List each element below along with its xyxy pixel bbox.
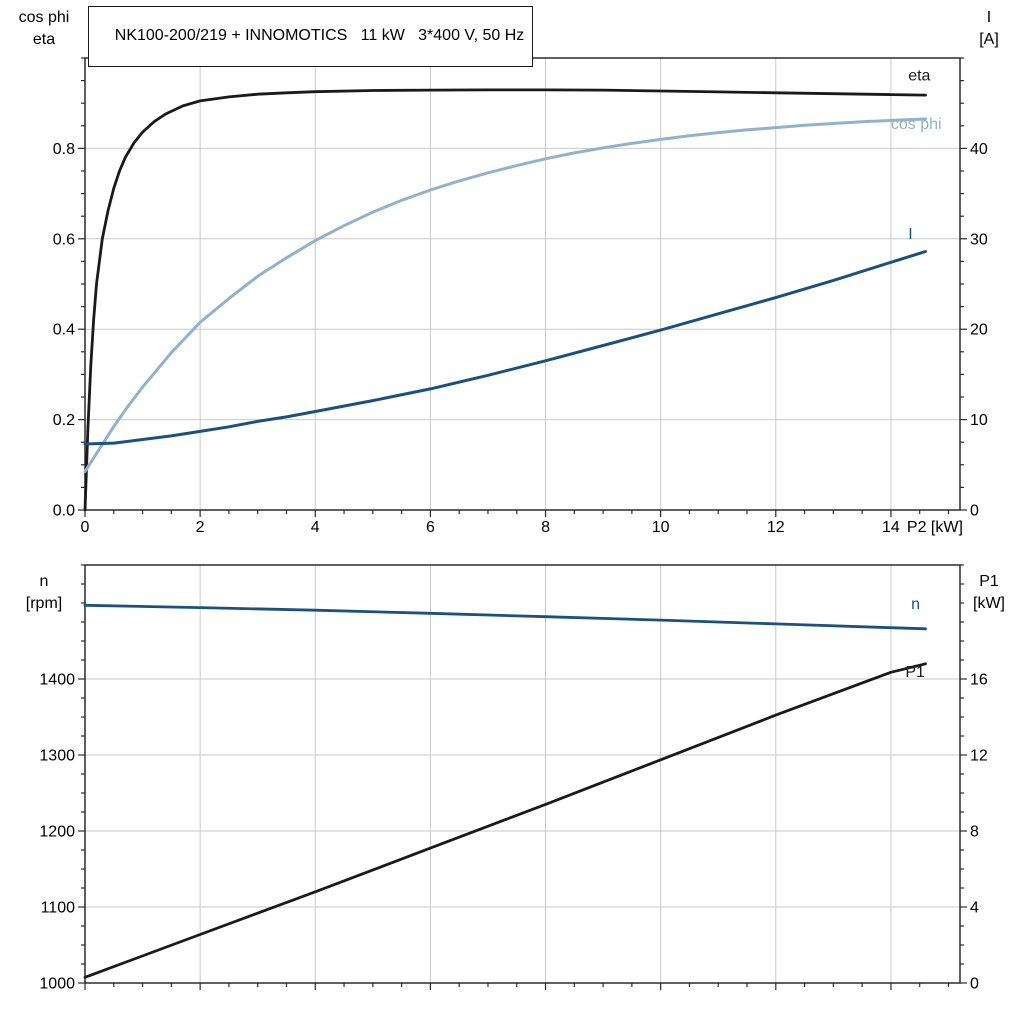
x-tick-label: 6 <box>426 519 435 536</box>
right-tick-label: 20 <box>970 322 988 339</box>
curve-n <box>83 603 927 631</box>
right-tick-label: 30 <box>970 231 988 248</box>
left-tick-label: 0.4 <box>53 322 75 339</box>
right-axis-title: I <box>987 9 991 26</box>
x-tick-label: 14 <box>882 519 900 536</box>
left-tick-label: 1400 <box>39 672 75 689</box>
left-axis-title: [rpm] <box>26 595 62 612</box>
right-tick-label: 8 <box>970 824 979 841</box>
chart-title-box: NK100-200/219 + INNOMOTICS 11 kW 3*400 V… <box>88 6 534 67</box>
right-tick-label: 40 <box>970 141 988 158</box>
chart-title: NK100-200/219 + INNOMOTICS 11 kW 3*400 V… <box>114 27 525 44</box>
right-tick-label: 4 <box>970 900 979 917</box>
left-tick-label: 1000 <box>39 976 75 993</box>
x-tick-label: 8 <box>541 519 550 536</box>
right-tick-label: 0 <box>970 976 979 993</box>
curve-label-cos-phi: cos phi <box>891 116 942 133</box>
right-axis-title: P1 <box>979 573 999 590</box>
x-tick-label: 0 <box>81 519 90 536</box>
right-tick-label: 16 <box>970 672 988 689</box>
curve-label-n: n <box>911 596 920 613</box>
curve-eta <box>83 88 927 512</box>
left-tick-label: 0.2 <box>53 412 75 429</box>
left-axis-title: cos phi <box>19 9 70 26</box>
x-tick-label: 12 <box>767 519 785 536</box>
x-tick-label: 4 <box>311 519 320 536</box>
curve-cos-phi <box>83 117 927 474</box>
right-tick-label: 0 <box>970 503 979 520</box>
right-tick-label: 12 <box>970 748 988 765</box>
plot-frame <box>84 564 961 984</box>
left-tick-label: 1300 <box>39 748 75 765</box>
bottom-chart: 1000 1100 1200 1300 1400 0 4 8 12 16 n [rpm] P1 [kW] n… <box>26 564 1005 993</box>
right-tick-label: 10 <box>970 412 988 429</box>
left-axis-title: eta <box>33 31 55 48</box>
curve-label-i: I <box>908 226 912 243</box>
top-chart: 0 2 4 6 8 10 12 14 0.0 0.2 0.4 0.6 0.8 0 10 20 30 40 P2 [k… <box>19 9 999 536</box>
x-tick-label: 2 <box>196 519 205 536</box>
left-tick-label: 0.0 <box>53 503 75 520</box>
curve-label-eta: eta <box>908 68 930 85</box>
left-tick-label: 0.8 <box>53 141 75 158</box>
right-axis-title: [kW] <box>973 595 1005 612</box>
curve-label-p1: P1 <box>905 664 925 681</box>
right-axis-title: [A] <box>979 31 999 48</box>
left-axis-title: n <box>40 573 49 590</box>
left-tick-label: 1100 <box>41 900 76 917</box>
curve-i <box>83 250 927 446</box>
x-axis-unit-label: P2 [kW] <box>907 519 963 536</box>
curve-p1 <box>83 662 927 979</box>
plot-frame <box>84 57 961 511</box>
left-tick-label: 0.6 <box>53 231 75 248</box>
x-tick-label: 10 <box>652 519 670 536</box>
left-tick-label: 1200 <box>39 824 75 841</box>
